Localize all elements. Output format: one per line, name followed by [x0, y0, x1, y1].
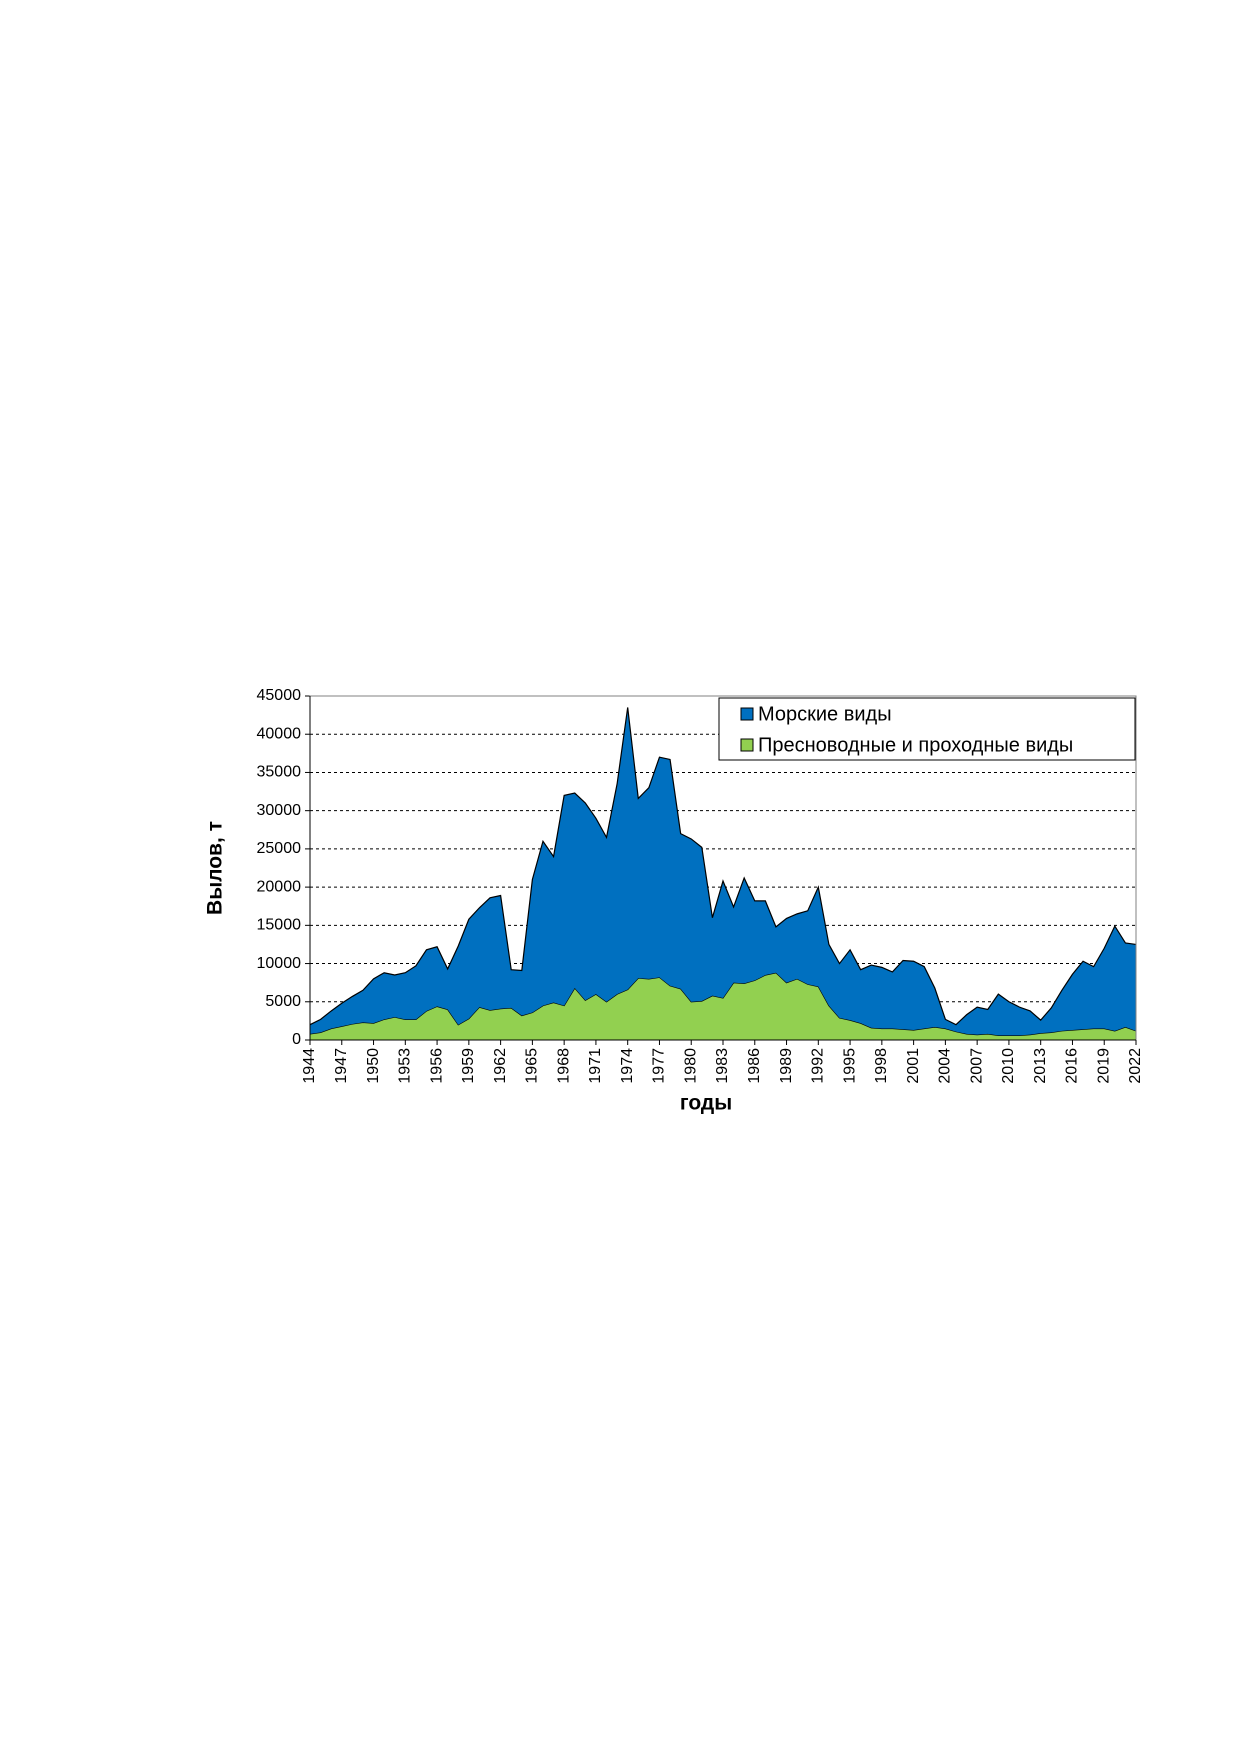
- y-tick-label: 25000: [257, 840, 302, 857]
- legend-swatch: [740, 707, 754, 721]
- x-tick-label: 1950: [365, 1048, 382, 1084]
- y-tick-label: 45000: [257, 687, 302, 704]
- x-axis-title: годы: [680, 1092, 732, 1115]
- x-tick-label: 1953: [397, 1048, 414, 1084]
- legend-swatch: [740, 738, 754, 752]
- x-tick-label: 2019: [1095, 1048, 1112, 1084]
- x-tick-label: 1965: [524, 1048, 541, 1084]
- x-tick-label: 2007: [968, 1048, 985, 1084]
- area-fill: [310, 707, 1136, 1036]
- y-tick-label: 10000: [257, 955, 302, 972]
- x-tick-label: 1995: [841, 1048, 858, 1084]
- x-tick-label: 1944: [301, 1048, 318, 1084]
- x-tick-label: 1989: [778, 1048, 795, 1084]
- x-tick-label: 1962: [492, 1048, 509, 1084]
- x-tick-label: 1986: [746, 1048, 763, 1084]
- x-tick-label: 2022: [1127, 1048, 1144, 1084]
- y-tick-label: 30000: [257, 802, 302, 819]
- legend-label: Пресноводные и проходные виды: [758, 734, 1073, 756]
- x-tick-label: 2016: [1064, 1048, 1081, 1084]
- y-axis-title: Вылов, т: [204, 821, 227, 915]
- legend-label: Морские виды: [758, 703, 892, 725]
- x-tick-label: 1980: [682, 1048, 699, 1084]
- x-tick-label: 1974: [619, 1048, 636, 1084]
- x-tick-label: 2010: [1000, 1048, 1017, 1084]
- y-tick-label: 0: [292, 1031, 301, 1048]
- x-tick-label: 2004: [937, 1048, 954, 1084]
- y-tick-label: 20000: [257, 878, 302, 895]
- area-edge: [309, 707, 1137, 1026]
- x-tick-label: 1968: [555, 1048, 572, 1084]
- y-tick-label: 40000: [257, 725, 302, 742]
- x-tick-label: 1971: [587, 1048, 604, 1084]
- x-tick-label: 2013: [1032, 1048, 1049, 1084]
- x-tick-label: 1959: [460, 1048, 477, 1084]
- x-tick-label: 1983: [714, 1048, 731, 1084]
- y-tick-label: 5000: [265, 993, 301, 1010]
- x-tick-label: 1956: [428, 1048, 445, 1084]
- x-tick-label: 1998: [873, 1048, 890, 1084]
- x-tick-label: 1977: [651, 1048, 668, 1084]
- y-tick-label: 35000: [257, 764, 302, 781]
- area-fill: [310, 972, 1136, 1040]
- x-tick-label: 2001: [905, 1048, 922, 1084]
- x-tick-label: 1947: [333, 1048, 350, 1084]
- legend-box: [718, 697, 1136, 761]
- x-tick-label: 1992: [810, 1048, 827, 1084]
- y-tick-label: 15000: [257, 917, 302, 934]
